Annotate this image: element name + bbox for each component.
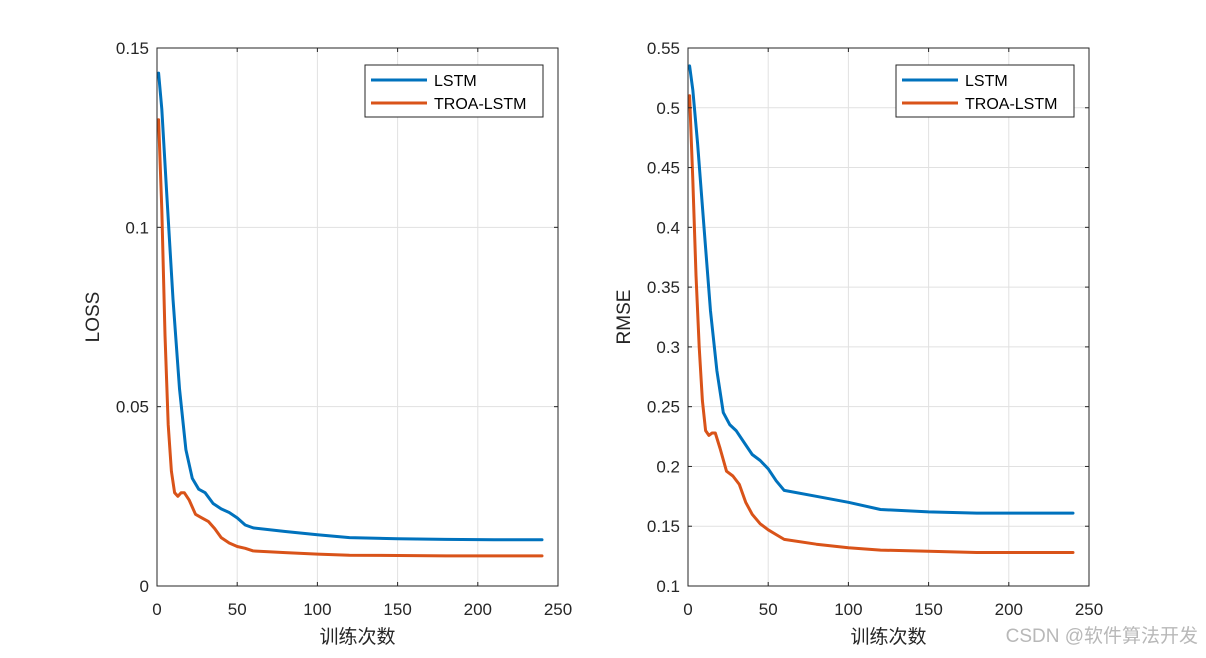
- rmse-x-axis-label: 训练次数: [850, 626, 926, 648]
- rmse-y-tick-label-2: 0.2: [656, 457, 680, 476]
- loss-legend-label-1: TROA-LSTM: [434, 96, 526, 113]
- loss-legend-label-0: LSTM: [434, 73, 477, 90]
- rmse-y-tick-label-3: 0.25: [647, 398, 680, 417]
- rmse-x-tick-label-2: 100: [834, 600, 862, 619]
- rmse-x-tick-label-4: 200: [995, 600, 1023, 619]
- loss-series-troa-lstm-line: [157, 118, 544, 558]
- watermark: CSDN @软件算法开发: [1005, 626, 1198, 647]
- loss-x-tick-label-5: 250: [544, 600, 572, 619]
- loss-x-tick-label-3: 150: [383, 600, 411, 619]
- loss-plot-area: [157, 48, 558, 586]
- loss-y-tick-label-0: 0: [140, 577, 149, 596]
- rmse-y-tick-label-7: 0.45: [647, 159, 680, 178]
- rmse-chart: 0 50 100 150 200 250 0.1 0.15 0.2 0.25 0.3 0.35 0.4 0…: [614, 39, 1103, 648]
- rmse-y-tick-label-5: 0.35: [647, 278, 680, 297]
- loss-chart: 0 50 100 150 200 250 0 0.05 0.1 0.15 训练次数 LOSS LSTM T…: [83, 39, 572, 648]
- rmse-x-tick-label-3: 150: [914, 600, 942, 619]
- rmse-series-troa-lstm-line: [688, 94, 1075, 554]
- rmse-series-lstm-line: [688, 64, 1075, 515]
- rmse-x-tick-label-5: 250: [1075, 600, 1103, 619]
- loss-x-tick-label-4: 200: [464, 600, 492, 619]
- rmse-y-tick-label-0: 0.1: [656, 577, 680, 596]
- loss-y-axis-label: LOSS: [83, 292, 104, 343]
- rmse-plot-area: [688, 48, 1089, 586]
- loss-axes-box: [156, 47, 559, 587]
- loss-y-tick-label-2: 0.1: [125, 218, 149, 237]
- rmse-y-tick-label-8: 0.5: [656, 99, 680, 118]
- loss-legend-box: [364, 64, 544, 118]
- rmse-legend-label-0: LSTM: [965, 73, 1008, 90]
- rmse-y-tick-label-1: 0.15: [647, 517, 680, 536]
- loss-x-tick-label-1: 50: [228, 600, 247, 619]
- loss-x-tick-label-2: 100: [303, 600, 331, 619]
- rmse-y-axis-label: RMSE: [614, 290, 635, 345]
- rmse-x-tick-label-1: 50: [759, 600, 778, 619]
- rmse-legend-label-1: TROA-LSTM: [965, 96, 1057, 113]
- rmse-y-tick-label-9: 0.55: [647, 39, 680, 58]
- rmse-y-tick-label-6: 0.4: [656, 218, 680, 237]
- loss-y-tick-label-3: 0.15: [116, 39, 149, 58]
- rmse-axes-box: [687, 47, 1090, 587]
- rmse-y-tick-label-4: 0.3: [656, 338, 680, 357]
- loss-x-tick-label-0: 0: [152, 600, 161, 619]
- loss-series-lstm-line: [157, 71, 544, 542]
- rmse-legend-box: [895, 64, 1075, 118]
- rmse-x-tick-label-0: 0: [683, 600, 692, 619]
- loss-y-tick-label-1: 0.05: [116, 398, 149, 417]
- loss-x-axis-label: 训练次数: [319, 626, 395, 648]
